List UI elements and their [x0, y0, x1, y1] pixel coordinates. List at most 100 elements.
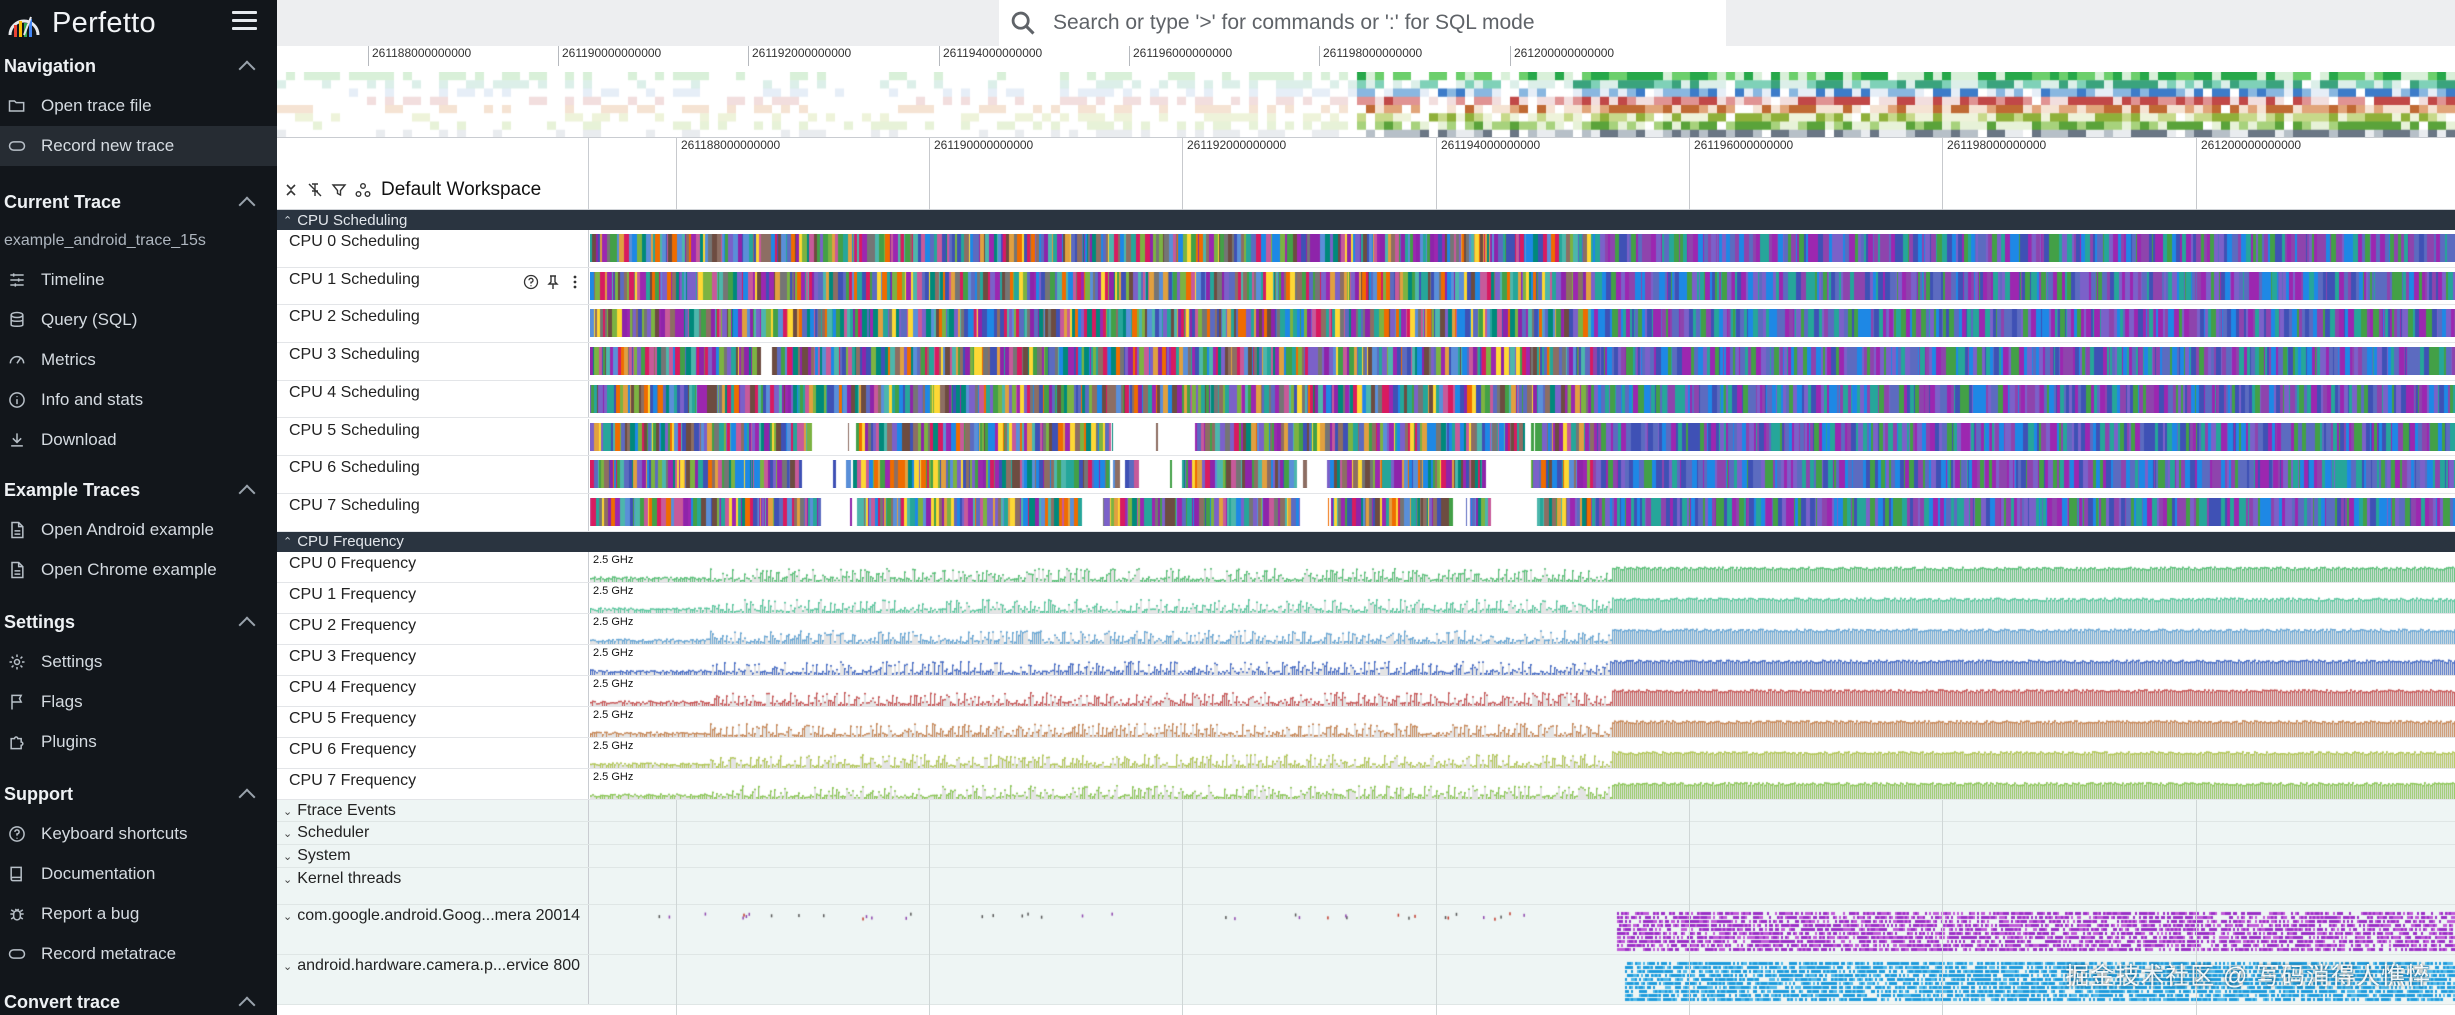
section-title: Convert trace [4, 991, 121, 1012]
omnibox[interactable] [999, 0, 1726, 46]
chevron-down-icon[interactable]: ⌄ [283, 805, 293, 818]
speedometer-icon [6, 349, 28, 371]
sidebar-item-record-new-trace[interactable]: Record new trace [0, 126, 277, 166]
process-group[interactable]: ⌄ android.hardware.camera.p...ervice 800 [277, 954, 2455, 1005]
chevron-down-icon[interactable]: ⌄ [283, 960, 293, 973]
sidebar-item-open-chrome-example[interactable]: Open Chrome example [0, 550, 277, 590]
sidebar-item-flags[interactable]: Flags [0, 682, 277, 722]
chevron-up-icon[interactable] [238, 60, 256, 78]
group-system[interactable]: ⌄ System [277, 845, 2455, 868]
frequency-counter-chart[interactable] [590, 737, 2455, 768]
overview-timeline[interactable]: 261188000000000 261190000000000 2611920000… [277, 46, 2455, 138]
track-cpu-5-scheduling[interactable]: CPU 5 Scheduling [277, 418, 2455, 457]
frequency-counter-chart[interactable] [590, 551, 2455, 582]
track-cpu-7-frequency[interactable]: CPU 7 Frequency 2.5 GHz [277, 768, 2455, 800]
workspace-label[interactable]: Default Workspace [381, 179, 542, 200]
chevron-down-icon[interactable]: ⌄ [283, 851, 293, 863]
track-cpu-6-frequency[interactable]: CPU 6 Frequency 2.5 GHz [277, 737, 2455, 769]
sidebar-item-settings[interactable]: Settings [0, 642, 277, 682]
scheduling-slices[interactable] [590, 271, 2455, 300]
scheduling-slices[interactable] [590, 460, 2455, 489]
overview-tick-label: 261200000000000 [1510, 46, 1614, 66]
chevron-up-icon[interactable] [238, 616, 256, 634]
chevron-down-icon[interactable]: ⌄ [283, 828, 293, 841]
unpin-icon[interactable] [307, 182, 323, 198]
group-scheduler[interactable]: ⌄ Scheduler [277, 822, 2455, 845]
group-title-cell: ⌄ com.google.android.Goog...mera 20014 [277, 904, 589, 954]
sidebar-item-documentation[interactable]: Documentation [0, 854, 277, 894]
frequency-counter-chart[interactable] [590, 582, 2455, 613]
chevron-down-icon[interactable]: ⌄ [283, 873, 293, 886]
chevron-up-icon[interactable] [238, 196, 256, 214]
sidebar-item-download[interactable]: Download [0, 420, 277, 460]
sidebar-item-open-android-example[interactable]: Open Android example [0, 510, 277, 550]
track-cpu-1-scheduling[interactable]: CPU 1 Scheduling [277, 267, 2455, 306]
filter-icon[interactable] [331, 182, 347, 198]
section-header[interactable]: Example Traces [0, 470, 277, 510]
section-header[interactable]: Support [0, 774, 277, 814]
chevron-up-icon[interactable]: ⌃ [283, 214, 293, 227]
track-cpu-2-scheduling[interactable]: CPU 2 Scheduling [277, 305, 2455, 344]
chevron-up-icon[interactable] [238, 996, 256, 1014]
chevron-down-icon[interactable]: ⌄ [283, 910, 293, 923]
section-header[interactable]: Current Trace [0, 182, 277, 222]
sidebar-item-metrics[interactable]: Metrics [0, 340, 277, 380]
scheduling-slices[interactable] [590, 309, 2455, 338]
chevron-up-icon[interactable] [238, 484, 256, 502]
search-input[interactable] [1053, 11, 1693, 35]
track-cpu-7-scheduling[interactable]: CPU 7 Scheduling [277, 493, 2455, 532]
sidebar-item-plugins[interactable]: Plugins [0, 722, 277, 762]
track-cpu-0-scheduling[interactable]: CPU 0 Scheduling [277, 230, 2455, 268]
process-group[interactable]: ⌄ com.google.android.Goog...mera 20014 [277, 904, 2455, 955]
sidebar-item-report-a-bug[interactable]: Report a bug [0, 894, 277, 934]
record-icon [6, 943, 28, 965]
sidebar-item-open-trace-file[interactable]: Open trace file [0, 86, 277, 126]
sidebar-item-keyboard-shortcuts[interactable]: Keyboard shortcuts [0, 814, 277, 854]
sidebar-section-example-traces: Example Traces Open Android example Open C… [0, 470, 277, 590]
sidebar-item-timeline[interactable]: Timeline [0, 260, 277, 300]
track-panel[interactable]: ⌃ CPU Scheduling CPU 0 Scheduling CPU 1 Sch… [277, 210, 2455, 1015]
group-title: System [297, 847, 351, 864]
track-cpu-0-frequency[interactable]: CPU 0 Frequency 2.5 GHz [277, 551, 2455, 583]
frequency-counter-chart[interactable] [590, 644, 2455, 675]
frequency-counter-chart[interactable] [590, 768, 2455, 799]
process-activity-summary[interactable] [590, 955, 2455, 1004]
chevron-up-icon[interactable]: ⌃ [283, 536, 293, 549]
track-cpu-3-scheduling[interactable]: CPU 3 Scheduling [277, 343, 2455, 381]
track-cpu-4-frequency[interactable]: CPU 4 Frequency 2.5 GHz [277, 675, 2455, 707]
scheduling-slices[interactable] [590, 384, 2455, 413]
sidebar-item-record-metatrace[interactable]: Record metatrace [0, 934, 277, 974]
help-icon[interactable] [523, 274, 539, 290]
track-name: CPU 5 Scheduling [289, 421, 420, 439]
section-title: Settings [4, 611, 76, 632]
track-cpu-3-frequency[interactable]: CPU 3 Frequency 2.5 GHz [277, 644, 2455, 676]
frequency-counter-chart[interactable] [590, 706, 2455, 737]
pin-icon[interactable] [545, 274, 561, 290]
track-cpu-2-frequency[interactable]: CPU 2 Frequency 2.5 GHz [277, 613, 2455, 645]
frequency-counter-chart[interactable] [590, 613, 2455, 644]
process-activity-summary[interactable] [590, 905, 2455, 954]
group-header-cpu-frequency[interactable]: ⌃ CPU Frequency [277, 531, 2455, 552]
section-header[interactable]: Settings [0, 602, 277, 642]
track-cpu-6-scheduling[interactable]: CPU 6 Scheduling [277, 456, 2455, 494]
scheduling-slices[interactable] [590, 422, 2455, 451]
scheduling-slices[interactable] [590, 497, 2455, 526]
more-vert-icon[interactable] [567, 274, 583, 290]
track-cpu-5-frequency[interactable]: CPU 5 Frequency 2.5 GHz [277, 706, 2455, 738]
track-cpu-1-frequency[interactable]: CPU 1 Frequency 2.5 GHz [277, 582, 2455, 614]
scheduling-slices[interactable] [590, 347, 2455, 376]
frequency-counter-chart[interactable] [590, 675, 2455, 706]
group-title-cell: ⌄ Kernel threads [277, 867, 589, 904]
track-cpu-4-scheduling[interactable]: CPU 4 Scheduling [277, 380, 2455, 419]
sidebar-item-info-and-stats[interactable]: Info and stats [0, 380, 277, 420]
scheduling-slices[interactable] [590, 234, 2455, 262]
group-header-cpu-scheduling[interactable]: ⌃ CPU Scheduling [277, 210, 2455, 230]
group-kernel-threads[interactable]: ⌄ Kernel threads [277, 867, 2455, 905]
chevron-up-icon[interactable] [238, 788, 256, 806]
group-ftrace-events[interactable]: ⌄ Ftrace Events [277, 799, 2455, 823]
sidebar-item-query-sql-[interactable]: Query (SQL) [0, 300, 277, 340]
menu-icon[interactable] [232, 11, 257, 33]
section-header[interactable]: Navigation [0, 46, 277, 86]
collapse-all-icon[interactable] [283, 182, 299, 198]
section-header[interactable]: Convert trace [0, 982, 277, 1015]
